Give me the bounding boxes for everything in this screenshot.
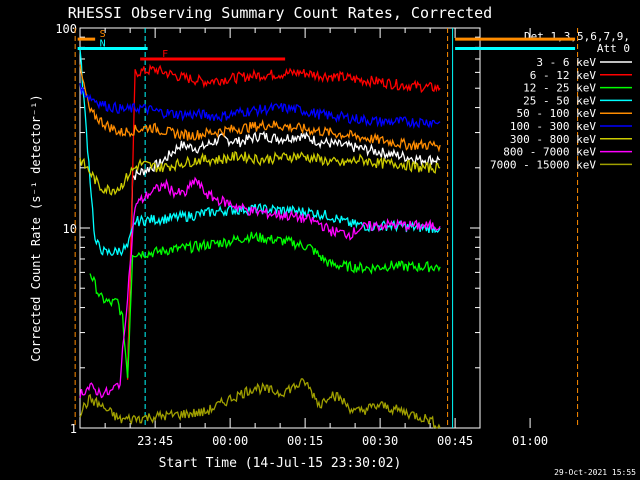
series-line	[126, 63, 441, 380]
y-tick-label: 100	[55, 22, 77, 36]
legend-entry-label: 25 - 50 keV	[523, 94, 596, 107]
x-tick-label: 00:30	[362, 434, 398, 448]
series-line	[79, 378, 441, 429]
footer-timestamp: 29-Oct-2021 15:55	[554, 468, 636, 477]
y-tick-label: 10	[63, 222, 77, 236]
x-tick-label: 01:00	[512, 434, 548, 448]
x-tick-label: 00:15	[287, 434, 323, 448]
flag-label: N	[100, 38, 106, 49]
legend-entry-label: 12 - 25 keV	[523, 82, 596, 95]
legend-entry-label: 3 - 6 keV	[536, 56, 596, 69]
chart-title: RHESSI Observing Summary Count Rates, Co…	[68, 4, 492, 22]
legend-entry-label: 800 - 7000 keV	[503, 146, 596, 159]
legend-header-line: Att 0	[597, 42, 630, 55]
legend-entry-label: 7000 - 15000 keV	[490, 158, 596, 171]
flag-label: F	[162, 49, 168, 60]
legend-entry-label: 6 - 12 keV	[530, 69, 597, 82]
legend-entry-label: 100 - 300 keV	[510, 120, 596, 133]
legend-entry-label: 50 - 100 keV	[517, 107, 597, 120]
y-tick-label: 1	[70, 422, 77, 436]
flag-label: S	[100, 29, 106, 40]
series-line	[89, 231, 441, 379]
series-line	[79, 150, 441, 196]
series-line	[126, 130, 441, 378]
x-tick-label: 00:45	[437, 434, 473, 448]
series-line	[79, 83, 441, 130]
x-axis-label: Start Time (14-Jul-15 23:30:02)	[159, 456, 402, 471]
series-line	[79, 64, 441, 153]
x-tick-label: 00:00	[212, 434, 248, 448]
series-line	[79, 50, 441, 257]
y-axis-label: Corrected Count Rate (s⁻¹ detector⁻¹)	[29, 94, 43, 361]
x-tick-label: 23:45	[137, 434, 173, 448]
legend-entry-label: 300 - 800 keV	[510, 133, 596, 146]
plot-area: 1 10 100 23:45 00:00 00:15 00:30 00:45 01:00 SN F	[55, 22, 579, 448]
series-line	[79, 176, 441, 399]
